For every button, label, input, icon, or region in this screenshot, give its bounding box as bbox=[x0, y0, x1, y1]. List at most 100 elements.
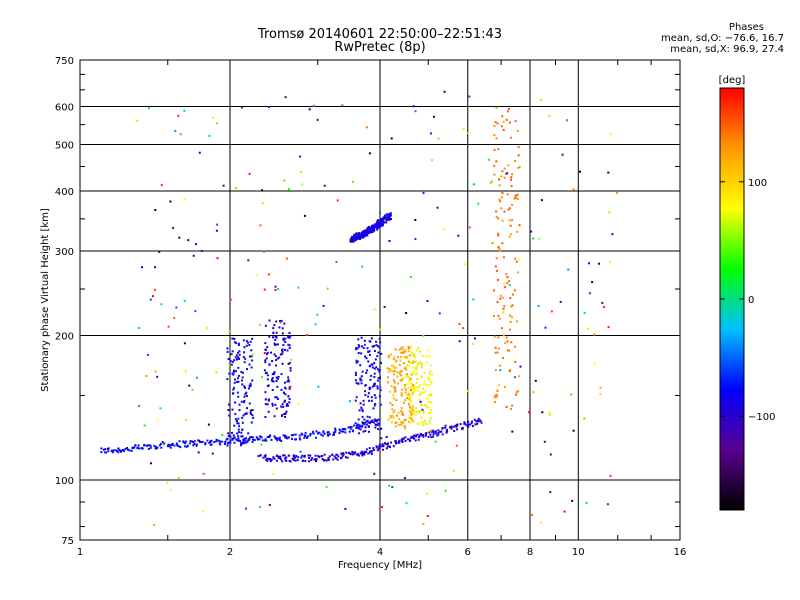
echo-point bbox=[183, 442, 186, 445]
echo-point bbox=[422, 434, 424, 436]
echo-point bbox=[195, 444, 198, 447]
echo-point bbox=[361, 451, 364, 454]
echo-point bbox=[243, 413, 246, 416]
echo-point bbox=[493, 164, 496, 167]
echo-point bbox=[373, 345, 376, 347]
echo-point bbox=[145, 375, 148, 377]
echo-point bbox=[247, 432, 250, 435]
echo-point bbox=[372, 449, 375, 452]
echo-point bbox=[391, 370, 394, 373]
echo-point bbox=[240, 435, 243, 438]
echo-point bbox=[243, 437, 246, 440]
echo-point bbox=[405, 366, 408, 369]
echo-point bbox=[264, 398, 267, 401]
echo-point bbox=[314, 323, 317, 326]
echo-point bbox=[477, 202, 480, 205]
echo-point bbox=[264, 324, 267, 327]
echo-point bbox=[272, 456, 275, 459]
echo-point bbox=[505, 273, 508, 276]
echo-point bbox=[493, 173, 496, 176]
echo-point bbox=[424, 419, 427, 422]
echo-point bbox=[598, 262, 601, 265]
echo-point bbox=[237, 356, 240, 359]
echo-point bbox=[401, 439, 404, 441]
echo-point bbox=[503, 286, 506, 289]
echo-point bbox=[351, 451, 354, 454]
echo-point bbox=[508, 219, 511, 222]
echo-point bbox=[495, 215, 498, 218]
echo-point bbox=[184, 445, 186, 448]
echo-point bbox=[404, 440, 407, 442]
echo-point bbox=[417, 411, 420, 414]
echo-point bbox=[270, 458, 273, 461]
echo-point bbox=[238, 439, 241, 442]
echo-point bbox=[229, 439, 232, 442]
echo-point bbox=[444, 424, 447, 427]
echo-point bbox=[188, 384, 191, 387]
echo-point bbox=[238, 350, 241, 353]
echo-point bbox=[289, 460, 292, 463]
echo-point bbox=[379, 218, 382, 221]
echo-point bbox=[424, 432, 427, 435]
echo-point bbox=[243, 441, 246, 444]
echo-point bbox=[567, 268, 570, 271]
echo-point bbox=[505, 173, 507, 175]
y-tick-label: 400 bbox=[55, 187, 74, 198]
echo-point bbox=[240, 431, 243, 434]
echo-point bbox=[427, 435, 430, 438]
echo-point bbox=[285, 456, 288, 459]
echo-point bbox=[299, 450, 302, 453]
echo-point bbox=[231, 350, 234, 353]
echo-point bbox=[363, 418, 366, 421]
echo-point bbox=[264, 454, 267, 457]
echo-point bbox=[288, 332, 291, 334]
echo-point bbox=[375, 344, 378, 347]
echo-point bbox=[178, 440, 181, 443]
echo-point bbox=[283, 454, 286, 457]
echo-point bbox=[441, 427, 444, 429]
echo-point bbox=[361, 415, 364, 418]
echo-point bbox=[497, 314, 500, 317]
echo-point bbox=[251, 337, 254, 340]
echo-point bbox=[284, 381, 286, 384]
echo-point bbox=[193, 443, 196, 445]
echo-point bbox=[607, 171, 610, 174]
echo-point bbox=[244, 357, 247, 360]
echo-point bbox=[342, 430, 345, 433]
echo-point bbox=[354, 233, 357, 236]
echo-point bbox=[353, 236, 356, 239]
echo-point bbox=[387, 354, 390, 357]
echo-point bbox=[226, 347, 229, 350]
echo-point bbox=[244, 386, 246, 389]
echo-point bbox=[265, 458, 268, 461]
echo-point bbox=[244, 393, 247, 396]
echo-point bbox=[511, 203, 514, 206]
echo-point bbox=[397, 356, 399, 359]
echo-point bbox=[389, 369, 392, 372]
echo-point bbox=[265, 357, 268, 360]
echo-point bbox=[534, 379, 537, 382]
echo-point bbox=[167, 325, 170, 328]
echo-point bbox=[495, 210, 498, 213]
y-tick-label: 300 bbox=[55, 247, 74, 258]
echo-point bbox=[431, 159, 433, 162]
echo-point bbox=[376, 379, 379, 382]
echo-point bbox=[417, 363, 420, 366]
echo-point bbox=[355, 427, 358, 429]
y-tick-label: 750 bbox=[55, 56, 74, 67]
echo-point bbox=[284, 337, 287, 340]
echo-point bbox=[373, 229, 376, 232]
echo-point bbox=[493, 396, 496, 399]
echo-point bbox=[385, 218, 388, 221]
echo-point bbox=[236, 432, 239, 435]
echo-point bbox=[370, 337, 373, 340]
echo-point bbox=[415, 365, 418, 368]
echo-point bbox=[373, 372, 376, 375]
echo-point bbox=[511, 304, 514, 307]
echo-point bbox=[348, 400, 351, 403]
echo-point bbox=[253, 439, 256, 441]
echo-point bbox=[184, 370, 187, 373]
echo-point bbox=[275, 320, 278, 323]
echo-point bbox=[415, 349, 418, 352]
echo-point bbox=[292, 458, 295, 461]
